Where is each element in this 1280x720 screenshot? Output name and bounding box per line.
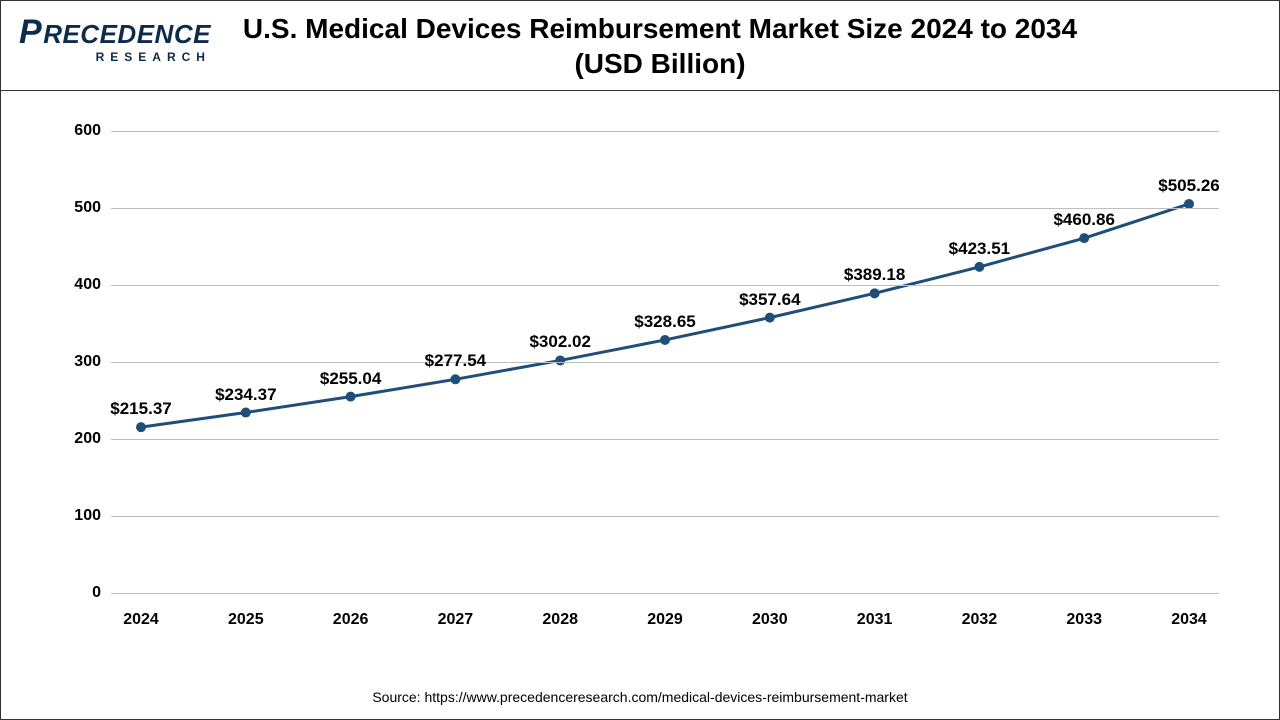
data-label: $255.04 — [320, 369, 381, 389]
x-tick-label: 2025 — [228, 611, 264, 629]
logo-text: RECEDENCE — [43, 19, 211, 50]
y-tick-label: 100 — [61, 507, 101, 525]
y-gridline — [111, 439, 1219, 440]
data-label: $505.26 — [1158, 176, 1219, 196]
y-gridline — [111, 285, 1219, 286]
data-label: $389.18 — [844, 265, 905, 285]
y-tick-label: 400 — [61, 276, 101, 294]
y-gridline — [111, 362, 1219, 363]
header: PRECEDENCE RESEARCH U.S. Medical Devices… — [1, 1, 1279, 91]
data-label: $277.54 — [425, 351, 486, 371]
y-gridline — [111, 131, 1219, 132]
data-label: $215.37 — [110, 399, 171, 419]
data-label: $328.65 — [634, 312, 695, 332]
brand-logo: PRECEDENCE RESEARCH — [19, 13, 211, 64]
y-gridline — [111, 593, 1219, 594]
y-tick-label: 0 — [61, 584, 101, 602]
x-tick-label: 2027 — [438, 611, 474, 629]
x-tick-label: 2024 — [123, 611, 159, 629]
x-tick-label: 2026 — [333, 611, 369, 629]
source-text: Source: https://www.precedenceresearch.c… — [1, 689, 1279, 705]
data-marker — [974, 262, 984, 272]
data-label: $460.86 — [1053, 210, 1114, 230]
x-tick-label: 2034 — [1171, 611, 1207, 629]
y-tick-label: 300 — [61, 353, 101, 371]
y-tick-label: 600 — [61, 122, 101, 140]
y-gridline — [111, 208, 1219, 209]
logo-sub: RESEARCH — [19, 50, 211, 64]
y-gridline — [111, 516, 1219, 517]
data-label: $302.02 — [529, 332, 590, 352]
y-tick-label: 200 — [61, 430, 101, 448]
data-label: $357.64 — [739, 290, 800, 310]
plot-region: 0100200300400500600202420252026202720282… — [111, 131, 1219, 593]
data-marker — [765, 313, 775, 323]
data-label: $234.37 — [215, 385, 276, 405]
x-tick-label: 2028 — [542, 611, 578, 629]
data-marker — [136, 422, 146, 432]
x-tick-label: 2031 — [857, 611, 893, 629]
data-marker — [555, 355, 565, 365]
x-tick-label: 2033 — [1066, 611, 1102, 629]
data-marker — [1079, 233, 1089, 243]
chart-area: 0 100 200 300 400 500 600 2024 2025 2026 2027 2028 2… — [1, 91, 1279, 671]
y-tick-label: 500 — [61, 199, 101, 217]
x-tick-label: 2032 — [962, 611, 998, 629]
data-label: $423.51 — [949, 239, 1010, 259]
data-marker — [450, 374, 460, 384]
logo-p-glyph: P — [19, 13, 42, 52]
x-tick-label: 2030 — [752, 611, 788, 629]
data-marker — [346, 392, 356, 402]
data-marker — [241, 408, 251, 418]
x-tick-label: 2029 — [647, 611, 683, 629]
logo-main: PRECEDENCE — [19, 13, 211, 52]
data-marker — [870, 288, 880, 298]
data-marker — [660, 335, 670, 345]
